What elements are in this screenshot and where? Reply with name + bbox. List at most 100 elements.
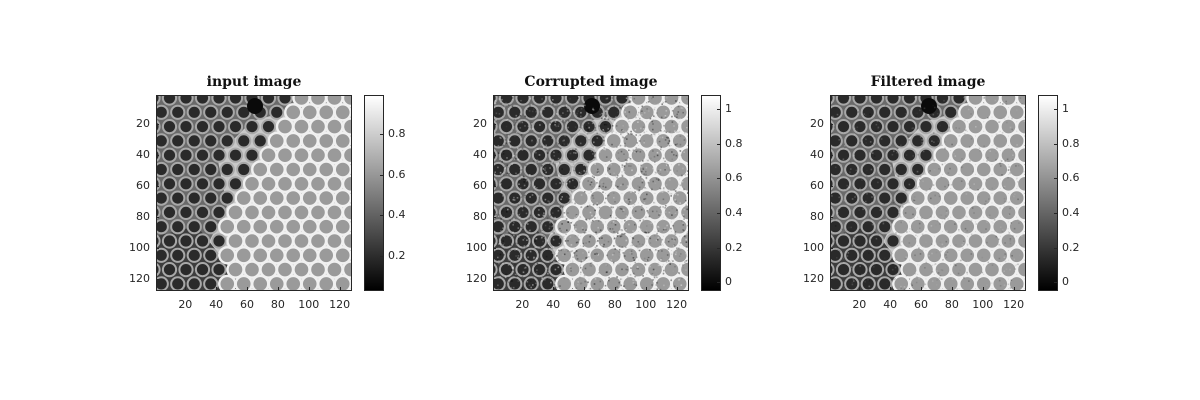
colorbar-tick-mark — [717, 143, 720, 145]
x-tick-mark — [584, 287, 586, 290]
y-tick-mark — [156, 155, 159, 157]
y-tick-label: 20 — [810, 117, 824, 131]
x-tick-label: 80 — [607, 298, 622, 311]
colorbar — [364, 95, 384, 291]
colorbar-tick-mark — [380, 133, 383, 135]
heatmap-pixels — [157, 96, 351, 290]
x-tick-mark — [645, 287, 647, 290]
x-tick-mark — [890, 287, 892, 290]
y-tick-mark — [493, 155, 496, 157]
x-tick-mark — [982, 287, 984, 290]
heatmap-pixels — [494, 96, 688, 290]
x-tick-label: 20 — [515, 298, 530, 311]
y-tick-mark — [156, 216, 159, 218]
colorbar-tick-label: 0.2 — [1062, 240, 1080, 254]
colorbar-tick-label: 0.6 — [725, 171, 743, 185]
x-tick-label: 80 — [270, 298, 285, 311]
heatmap-image — [830, 95, 1026, 291]
y-tick-mark — [830, 216, 833, 218]
colorbar-tick-label: 0.4 — [725, 205, 743, 219]
x-tick-mark — [216, 287, 218, 290]
x-tick-label: 120 — [1003, 298, 1025, 311]
y-tick-label: 80 — [473, 209, 487, 223]
colorbar-tick-label: 0.2 — [388, 249, 406, 263]
subplot-title: Corrupted image — [524, 74, 658, 90]
y-tick-label: 40 — [473, 148, 487, 162]
x-tick-label: 100 — [635, 298, 657, 311]
y-tick-mark — [156, 278, 159, 280]
colorbar-tick-label: 0.8 — [725, 136, 743, 150]
subplot-title: Filtered image — [870, 74, 986, 90]
y-tick-mark — [830, 247, 833, 249]
x-tick-mark — [308, 287, 310, 290]
colorbar-tick-label: 0.4 — [1062, 205, 1080, 219]
y-tick-label: 100 — [129, 240, 150, 254]
y-tick-label: 20 — [473, 117, 487, 131]
y-tick-label: 60 — [473, 179, 487, 193]
y-tick-label: 100 — [466, 240, 487, 254]
x-tick-label: 80 — [944, 298, 959, 311]
y-tick-mark — [493, 247, 496, 249]
x-tick-mark — [951, 287, 953, 290]
x-tick-label: 40 — [209, 298, 224, 311]
x-tick-label: 60 — [577, 298, 592, 311]
colorbar — [701, 95, 721, 291]
colorbar-tick-mark — [717, 212, 720, 214]
y-tick-mark — [830, 278, 833, 280]
heatmap-pixels — [831, 96, 1025, 290]
y-tick-mark — [493, 216, 496, 218]
y-tick-mark — [830, 124, 833, 126]
colorbar-tick-label: 0.8 — [1062, 136, 1080, 150]
x-tick-mark — [185, 287, 187, 290]
y-tick-mark — [493, 124, 496, 126]
x-tick-label: 100 — [298, 298, 320, 311]
x-tick-label: 120 — [666, 298, 688, 311]
subplot-title: input image — [206, 74, 302, 90]
y-tick-mark — [493, 278, 496, 280]
y-tick-label: 120 — [129, 271, 150, 285]
y-tick-label: 20 — [136, 117, 150, 131]
colorbar-tick-label: 1 — [725, 101, 732, 115]
y-tick-label: 120 — [803, 271, 824, 285]
x-tick-label: 40 — [546, 298, 561, 311]
y-tick-label: 60 — [136, 179, 150, 193]
colorbar-tick-mark — [380, 174, 383, 176]
colorbar-tick-mark — [380, 215, 383, 217]
x-tick-mark — [859, 287, 861, 290]
colorbar-tick-label: 0.2 — [725, 240, 743, 254]
x-tick-mark — [676, 287, 678, 290]
colorbar-tick-mark — [1054, 108, 1057, 110]
y-tick-label: 100 — [803, 240, 824, 254]
y-tick-label: 40 — [136, 148, 150, 162]
y-tick-mark — [156, 186, 159, 188]
x-tick-label: 60 — [914, 298, 929, 311]
x-tick-label: 20 — [178, 298, 193, 311]
x-tick-mark — [522, 287, 524, 290]
y-tick-mark — [156, 124, 159, 126]
x-tick-label: 60 — [240, 298, 255, 311]
x-tick-label: 120 — [329, 298, 351, 311]
colorbar-tick-mark — [717, 108, 720, 110]
x-tick-label: 100 — [972, 298, 994, 311]
x-tick-label: 20 — [852, 298, 867, 311]
y-tick-label: 80 — [810, 209, 824, 223]
heatmap-image — [156, 95, 352, 291]
colorbar-tick-label: 0 — [1062, 275, 1069, 289]
colorbar — [1038, 95, 1058, 291]
y-tick-label: 80 — [136, 209, 150, 223]
colorbar-tick-mark — [1054, 143, 1057, 145]
y-tick-label: 120 — [466, 271, 487, 285]
y-tick-mark — [493, 186, 496, 188]
colorbar-tick-mark — [717, 178, 720, 180]
x-tick-mark — [921, 287, 923, 290]
y-tick-mark — [156, 247, 159, 249]
colorbar-tick-mark — [717, 282, 720, 284]
x-tick-mark — [1013, 287, 1015, 290]
x-tick-mark — [614, 287, 616, 290]
colorbar-tick-mark — [1054, 282, 1057, 284]
colorbar-tick-mark — [1054, 247, 1057, 249]
y-tick-mark — [830, 186, 833, 188]
